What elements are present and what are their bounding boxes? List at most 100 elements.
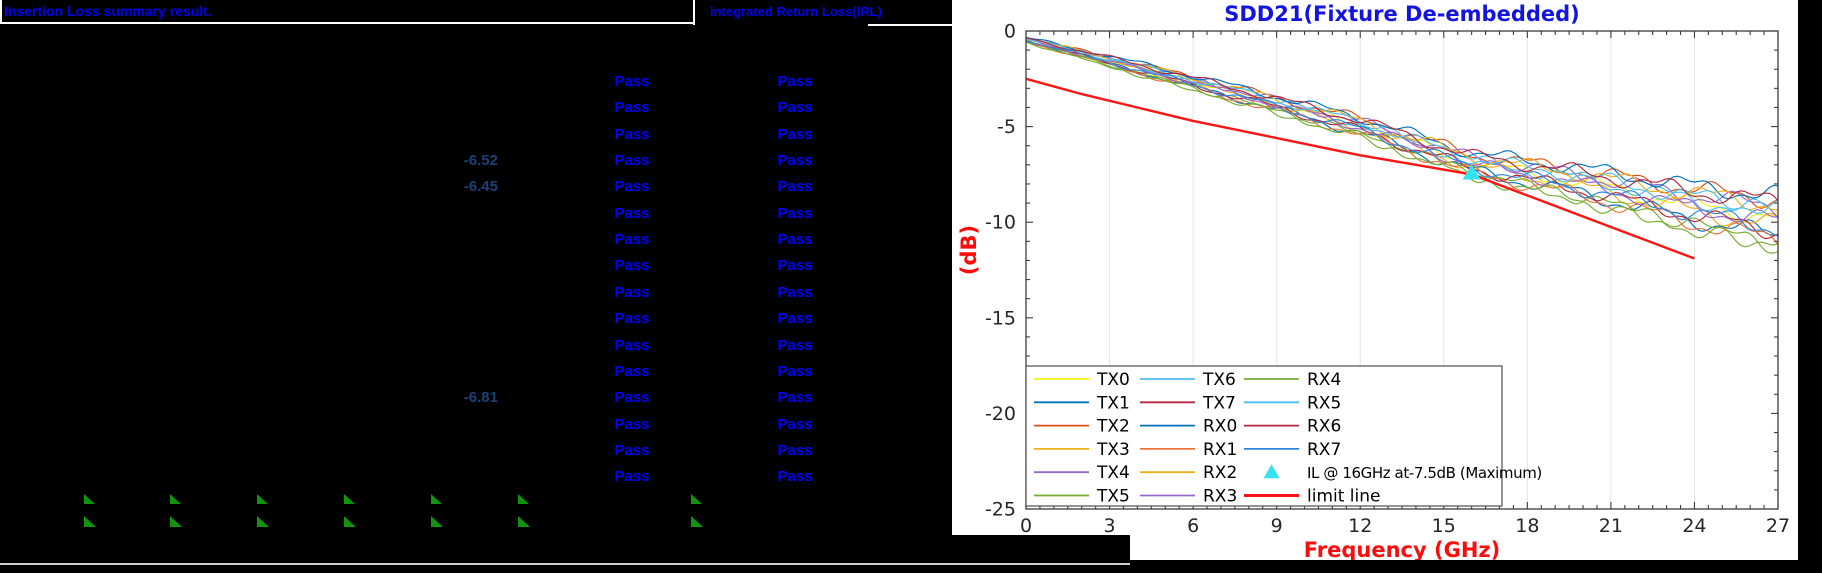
il-value-cell: -6.52 xyxy=(463,152,498,170)
il-pass-cell: Pass xyxy=(614,283,650,301)
svg-text:18: 18 xyxy=(1515,515,1539,537)
il-pass-cell: Pass xyxy=(614,336,650,354)
green-flag-icon xyxy=(431,494,442,504)
sdd21-chart-panel: 0 3 6 9 12 15 18 21 24 27 0 -5 -10 -15 -20 -25 SDD21(Fix… xyxy=(952,0,1798,562)
legend-label: RX7 xyxy=(1307,440,1341,460)
chart-title: SDD21(Fixture De-embedded) xyxy=(1224,2,1580,26)
green-flag-icon xyxy=(344,516,356,527)
svg-text:-5: -5 xyxy=(997,116,1016,138)
green-flag-icon xyxy=(344,494,355,504)
legend-label: TX6 xyxy=(1202,370,1236,390)
legend-label: TX3 xyxy=(1096,440,1130,460)
green-flag-icon xyxy=(518,516,530,527)
trace-rx2 xyxy=(1026,38,1778,211)
trace-tx5 xyxy=(1026,41,1778,248)
il-pass-cell: Pass xyxy=(614,257,650,275)
green-flag-icon xyxy=(691,516,703,527)
trace-rx0 xyxy=(1026,36,1778,200)
svg-text:6: 6 xyxy=(1187,515,1199,537)
svg-text:0: 0 xyxy=(1004,21,1016,43)
il-value-cell: -6.45 xyxy=(463,178,498,196)
trace-rx1 xyxy=(1026,40,1778,246)
legend-label: TX2 xyxy=(1096,417,1130,437)
legend-label: RX0 xyxy=(1203,417,1237,437)
svg-text:21: 21 xyxy=(1599,515,1623,537)
irl-pass-cell: Pass xyxy=(777,362,813,380)
trace-tx6 xyxy=(1026,37,1778,212)
legend-label: TX7 xyxy=(1202,393,1236,413)
legend-label: TX0 xyxy=(1096,370,1130,390)
green-flag-icon xyxy=(691,494,702,504)
legend-label: TX5 xyxy=(1096,487,1130,507)
legend-label: IL @ 16GHz at-7.5dB (Maximum) xyxy=(1307,464,1542,482)
header-divider xyxy=(693,0,695,25)
irl-pass-cell: Pass xyxy=(777,152,813,170)
x-axis-label: Frequency (GHz) xyxy=(1304,538,1500,560)
irl-underline xyxy=(868,24,952,26)
legend-label: TX1 xyxy=(1096,393,1130,413)
svg-text:24: 24 xyxy=(1682,515,1706,537)
irl-pass-cell: Pass xyxy=(777,389,813,407)
legend-label: TX4 xyxy=(1096,463,1130,483)
svg-text:15: 15 xyxy=(1432,515,1456,537)
legend-label: RX1 xyxy=(1203,440,1237,460)
il-pass-cell: Pass xyxy=(614,204,650,222)
il-pass-cell: Pass xyxy=(614,389,650,407)
il-pass-cell: Pass xyxy=(614,178,650,196)
legend-il-marker-icon xyxy=(1263,464,1280,479)
svg-text:0: 0 xyxy=(1020,515,1032,537)
svg-text:27: 27 xyxy=(1766,515,1790,537)
green-flag-icon xyxy=(84,494,95,504)
irl-pass-cell: Pass xyxy=(777,178,813,196)
irl-header: integrated Return Loss(IRL) xyxy=(710,4,882,19)
svg-text:3: 3 xyxy=(1104,515,1116,537)
series-lines xyxy=(1026,36,1778,254)
legend-label: RX2 xyxy=(1203,463,1237,483)
il-pass-cell: Pass xyxy=(614,73,650,90)
il-marker-icon xyxy=(1462,164,1481,180)
irl-pass-cell: Pass xyxy=(777,468,813,486)
green-flag-icon xyxy=(257,494,268,504)
svg-text:-20: -20 xyxy=(985,403,1016,425)
trace-rx6 xyxy=(1026,36,1778,204)
header-left-border xyxy=(0,0,2,24)
svg-text:12: 12 xyxy=(1348,515,1372,537)
svg-text:-25: -25 xyxy=(985,499,1016,521)
trace-rx5 xyxy=(1026,38,1778,214)
svg-text:-10: -10 xyxy=(985,212,1016,234)
panel-title: Insertion Loss summary result. xyxy=(4,3,212,19)
trace-tx1 xyxy=(1026,39,1778,237)
title-underline xyxy=(0,22,693,24)
insertion-loss-summary-panel: Insertion Loss summary result. integrate… xyxy=(0,0,952,527)
legend-label: RX4 xyxy=(1307,370,1341,390)
il-pass-cell: Pass xyxy=(614,310,650,328)
irl-pass-cell: Pass xyxy=(777,283,813,301)
il-pass-cell: Pass xyxy=(614,231,650,249)
irl-pass-cell: Pass xyxy=(777,441,813,459)
y-tick-labels: 0 -5 -10 -15 -20 -25 xyxy=(985,21,1016,521)
sdd21-chart: 0 3 6 9 12 15 18 21 24 27 0 -5 -10 -15 -20 -25 SDD21(Fix… xyxy=(952,2,1790,562)
irl-pass-cell: Pass xyxy=(777,310,813,328)
trace-rx7 xyxy=(1026,40,1778,237)
irl-pass-cell: Pass xyxy=(777,204,813,222)
il-value-cell: -6.81 xyxy=(463,389,498,407)
irl-pass-cell: Pass xyxy=(777,99,813,117)
il-pass-cell: Pass xyxy=(614,99,650,117)
green-flag-icon xyxy=(257,516,269,527)
irl-pass-cell: Pass xyxy=(777,73,813,90)
irl-pass-cell: Pass xyxy=(777,415,813,433)
trace-rx4 xyxy=(1026,41,1778,254)
irl-pass-cell: Pass xyxy=(777,336,813,354)
svg-text:-15: -15 xyxy=(985,307,1016,329)
il-pass-cell: Pass xyxy=(614,415,650,433)
il-pass-cell: Pass xyxy=(614,362,650,380)
il-pass-cell: Pass xyxy=(614,441,650,459)
green-flag-icon xyxy=(84,516,96,527)
svg-text:9: 9 xyxy=(1271,515,1283,537)
y-axis-label: (dB) xyxy=(957,225,981,275)
irl-pass-cell: Pass xyxy=(777,231,813,249)
sheet-bottom-gridline xyxy=(0,563,1130,565)
legend-label: RX3 xyxy=(1203,487,1237,507)
legend: TX0 TX1 TX2 TX3 TX4 TX5 TX6 TX7 RX0 RX1 RX2 RX3 RX4 R… xyxy=(1025,365,1542,507)
